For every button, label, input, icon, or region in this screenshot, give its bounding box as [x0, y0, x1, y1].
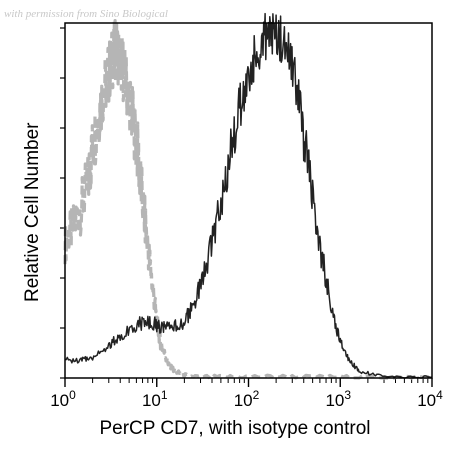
- x-tick-label: 102: [234, 388, 260, 410]
- x-tick-label: 100: [50, 388, 76, 410]
- isotype-control-curve: [63, 19, 433, 380]
- x-axis-label: PerCP CD7, with isotype control: [99, 418, 371, 439]
- x-tick-label: 101: [142, 388, 168, 410]
- x-tick-label: 104: [417, 388, 443, 410]
- cd7-stained-curve: [64, 12, 433, 379]
- y-axis-label: Relative Cell Number: [22, 122, 43, 302]
- x-tick-label: 103: [325, 388, 351, 410]
- watermark-text: with permission from Sino Biological: [4, 8, 168, 20]
- plot-frame: [64, 22, 433, 379]
